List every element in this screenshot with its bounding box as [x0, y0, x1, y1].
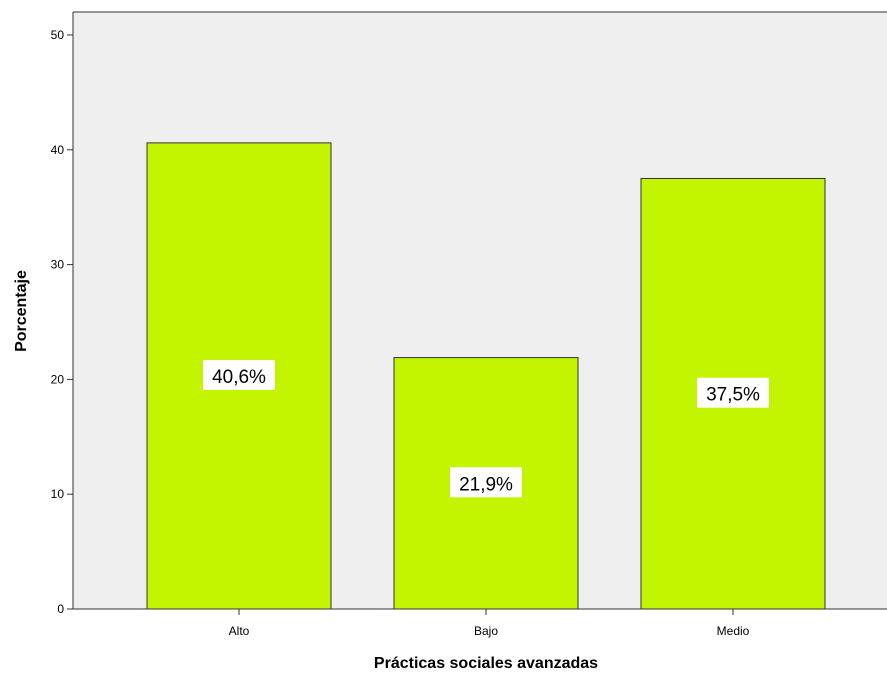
data-label-text: 21,9%: [459, 474, 513, 495]
y-axis: 0 10 20 30 40 50: [51, 11, 887, 616]
data-label-box: [697, 377, 769, 408]
data-label-box: [450, 467, 522, 498]
y-tick-label: 10: [51, 487, 65, 501]
x-tick-label: Medio: [717, 624, 750, 638]
data-label-box: [203, 359, 275, 390]
y-tick-label: 0: [57, 602, 64, 616]
y-tick-label: 50: [51, 28, 65, 42]
x-axis: Alto Bajo Medio: [73, 608, 887, 638]
data-label: 37,5%: [697, 377, 769, 408]
data-label: 21,9%: [450, 467, 522, 498]
data-label-text: 37,5%: [706, 385, 760, 406]
data-label-text: 40,6%: [212, 367, 266, 388]
data-labels: 40,6% 21,9% 37,5%: [203, 359, 769, 498]
y-tick-label: 40: [51, 143, 65, 157]
y-tick-label: 30: [51, 258, 65, 272]
x-tick-label: Bajo: [474, 624, 498, 638]
y-tick-label: 20: [51, 372, 65, 386]
x-axis-title: Prácticas sociales avanzadas: [374, 655, 598, 672]
data-label: 40,6%: [203, 359, 275, 390]
y-axis-title: Porcentaje: [13, 270, 30, 352]
x-tick-label: Alto: [229, 624, 250, 638]
bars: [146, 142, 826, 610]
